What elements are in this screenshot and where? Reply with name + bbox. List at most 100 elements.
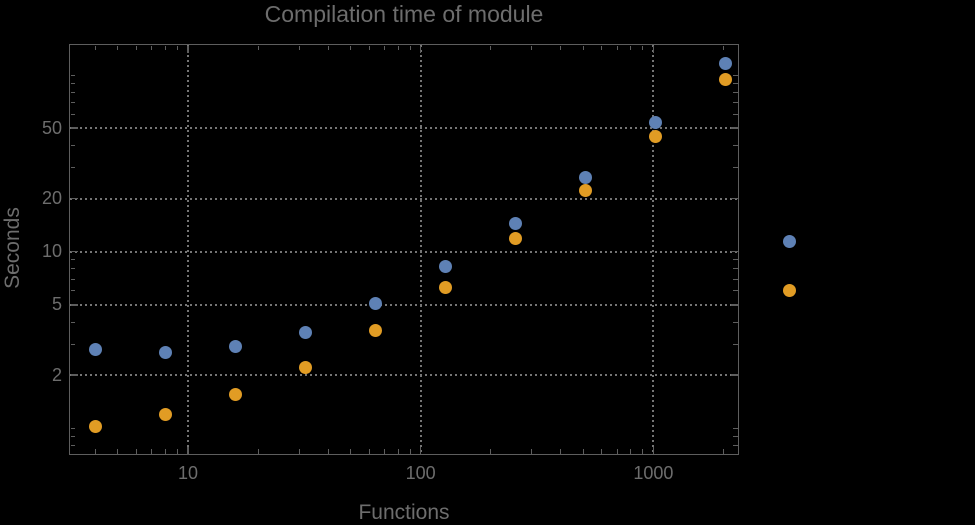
- x-minor-tick-top: [151, 45, 153, 50]
- x-minor-tick-top: [176, 45, 178, 50]
- x-minor-tick-top: [298, 45, 300, 50]
- legend-marker-orange: [782, 283, 796, 297]
- x-minor-tick-top: [94, 45, 96, 50]
- x-minor-tick-top: [117, 45, 119, 50]
- gridline-x-1000: [652, 45, 655, 454]
- x-minor-tick-top: [135, 45, 137, 50]
- x-minor-tick-top: [257, 45, 259, 50]
- y-minor-tick: [70, 166, 75, 168]
- data-point-blue: [509, 217, 523, 231]
- y-tick-label-2: 2: [51, 364, 62, 385]
- data-point-blue: [439, 260, 453, 274]
- x-minor-tick-top: [350, 45, 352, 50]
- x-minor-tick: [350, 449, 352, 454]
- x-minor-tick: [642, 449, 644, 454]
- y-tick-label-20: 20: [41, 188, 62, 208]
- data-point-orange: [509, 232, 523, 246]
- gridline-y-5: [70, 303, 738, 306]
- data-point-blue: [369, 296, 383, 310]
- y-minor-tick-right: [733, 259, 738, 261]
- x-minor-tick-top: [616, 45, 618, 50]
- x-minor-tick-top: [531, 45, 533, 50]
- data-point-blue: [579, 170, 593, 184]
- x-minor-tick: [257, 449, 259, 454]
- y-tick-label-10: 10: [41, 241, 62, 262]
- x-tick-label-1000: 1000: [633, 463, 674, 483]
- x-major-tick: [187, 446, 189, 454]
- plot-frame: [69, 44, 739, 455]
- x-minor-tick: [531, 449, 533, 454]
- y-minor-tick: [70, 435, 75, 437]
- data-point-orange: [719, 73, 733, 87]
- y-minor-tick-right: [733, 445, 738, 447]
- x-minor-tick: [490, 449, 492, 454]
- y-major-tick-right: [730, 127, 738, 129]
- x-minor-tick: [384, 449, 386, 454]
- y-minor-tick: [70, 445, 75, 447]
- x-minor-tick: [630, 449, 632, 454]
- x-major-tick: [419, 446, 422, 454]
- y-minor-tick-right: [733, 343, 738, 345]
- y-major-tick: [70, 127, 78, 129]
- x-major-tick-top: [187, 45, 189, 53]
- x-tick-label-100: 100: [405, 463, 436, 483]
- data-point-orange: [579, 183, 593, 197]
- data-point-blue: [649, 115, 663, 129]
- data-point-orange: [649, 129, 663, 143]
- y-tick-label-50: 50: [41, 117, 62, 138]
- x-minor-tick: [397, 449, 399, 454]
- x-minor-tick: [601, 449, 603, 454]
- gridline-y-20: [70, 197, 738, 200]
- x-minor-tick: [135, 449, 137, 454]
- y-minor-tick-right: [733, 113, 738, 115]
- gridline-x-10: [187, 45, 189, 454]
- x-minor-tick-top: [397, 45, 399, 50]
- y-major-tick-right: [730, 197, 738, 200]
- data-point-blue: [88, 342, 102, 356]
- y-minor-tick: [70, 74, 75, 76]
- x-minor-tick: [368, 449, 370, 454]
- x-major-tick-top: [652, 45, 655, 53]
- x-minor-tick: [582, 449, 584, 454]
- x-major-tick-top: [419, 45, 422, 53]
- x-minor-tick-top: [601, 45, 603, 50]
- y-minor-tick-right: [733, 82, 738, 84]
- y-tick-label-5: 5: [51, 294, 62, 315]
- x-minor-tick-top: [582, 45, 584, 50]
- x-minor-tick: [722, 449, 724, 454]
- x-axis-label: Functions: [358, 501, 450, 524]
- x-minor-tick: [327, 449, 329, 454]
- data-point-blue: [299, 325, 313, 339]
- x-minor-tick: [616, 449, 618, 454]
- legend-marker-blue: [782, 234, 796, 248]
- y-major-tick-right: [730, 250, 738, 253]
- y-minor-tick-right: [733, 268, 738, 270]
- y-minor-tick-right: [733, 290, 738, 292]
- y-minor-tick: [70, 144, 75, 146]
- y-minor-tick-right: [733, 427, 738, 429]
- x-tick-label-10: 10: [177, 463, 199, 483]
- y-minor-tick-right: [733, 74, 738, 76]
- x-minor-tick-top: [722, 45, 724, 50]
- y-minor-tick: [70, 91, 75, 93]
- y-minor-tick: [70, 278, 75, 280]
- y-minor-tick: [70, 82, 75, 84]
- x-minor-tick: [560, 449, 562, 454]
- gridline-y-2: [70, 374, 738, 377]
- x-minor-tick-top: [642, 45, 644, 50]
- y-minor-tick: [70, 343, 75, 345]
- x-minor-tick-top: [630, 45, 632, 50]
- y-major-tick: [70, 374, 78, 376]
- y-minor-tick-right: [733, 278, 738, 280]
- x-minor-tick: [164, 449, 166, 454]
- data-point-orange: [88, 419, 102, 433]
- x-minor-tick-top: [164, 45, 166, 50]
- x-minor-tick: [409, 449, 411, 454]
- x-minor-tick-top: [384, 45, 386, 50]
- gridline-y-10: [70, 250, 738, 253]
- y-minor-tick: [70, 290, 75, 292]
- y-major-tick: [70, 304, 78, 306]
- x-minor-tick-top: [368, 45, 370, 50]
- gridline-y-50: [70, 127, 738, 130]
